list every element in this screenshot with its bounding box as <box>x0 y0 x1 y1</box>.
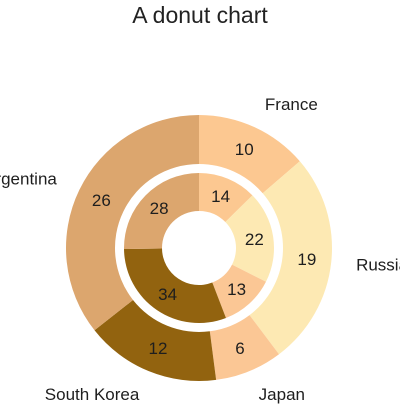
inner-slice-japan <box>212 264 266 318</box>
inner-value-japan: 13 <box>227 280 246 299</box>
inner-ring <box>124 173 274 323</box>
category-label-south-korea: South Korea <box>45 385 140 404</box>
outer-slice-france <box>199 115 300 194</box>
category-label-japan: Japan <box>259 385 305 404</box>
inner-value-russia: 22 <box>245 230 264 249</box>
category-labels: France Russia Japan South Korea Argentina <box>0 95 400 404</box>
outer-value-russia: 19 <box>297 250 316 269</box>
inner-slice-south-korea <box>124 248 226 323</box>
category-label-russia: Russia <box>356 255 400 274</box>
inner-slice-russia <box>225 195 274 282</box>
category-label-argentina: Argentina <box>0 170 57 189</box>
outer-slice-argentina <box>66 115 200 331</box>
outer-value-france: 10 <box>235 140 254 159</box>
outer-value-argentina: 26 <box>92 191 111 210</box>
inner-value-south-korea: 34 <box>158 285 177 304</box>
outer-value-south-korea: 12 <box>149 339 168 358</box>
value-labels: 10 19 6 12 26 14 22 13 34 28 <box>92 140 316 358</box>
outer-slice-japan <box>209 315 280 380</box>
inner-value-france: 14 <box>211 187 230 206</box>
inner-value-argentina: 28 <box>150 199 169 218</box>
outer-slice-russia <box>249 161 333 355</box>
outer-ring <box>66 115 333 381</box>
outer-value-japan: 6 <box>235 339 244 358</box>
chart-title: A donut chart <box>132 2 268 28</box>
outer-slice-south-korea <box>94 299 217 381</box>
inner-slice-argentina <box>124 173 199 250</box>
inner-slice-france <box>199 173 253 223</box>
category-label-france: France <box>265 95 318 114</box>
